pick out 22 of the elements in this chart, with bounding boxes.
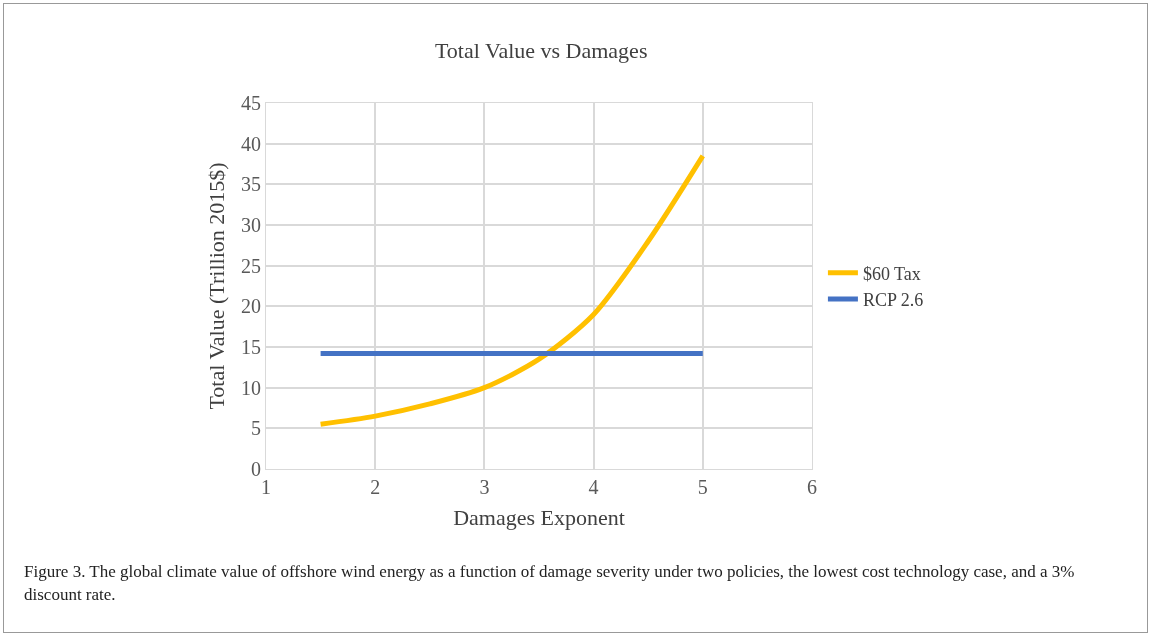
x-tick-label: 1	[261, 476, 271, 498]
legend-label: RCP 2.6	[862, 290, 924, 311]
caption: Figure 3. The global climate value of offshore wind energy as a function of damage severity under two policies, the lowest cost technology case, and a 3% discount rate.	[24, 561, 1076, 606]
y-tick-label: 0	[251, 458, 261, 480]
y-tick-label: 30	[241, 214, 261, 236]
y-axis-title: Total Value (Trillion 2015$)	[203, 162, 229, 410]
x-tick-label: 6	[807, 476, 817, 498]
legend-label: $60 Tax	[862, 263, 921, 284]
x-tick-label: 3	[479, 476, 490, 498]
y-tick-label: 35	[241, 173, 261, 196]
y-tick-label: 40	[241, 132, 261, 155]
y-tick-label: 10	[241, 376, 261, 399]
y-tick-label: 20	[241, 295, 261, 318]
y-tick-label: 45	[241, 92, 261, 114]
x-axis-title: Damages Exponent	[453, 504, 625, 530]
y-tick-label: 15	[241, 336, 261, 358]
x-tick-label: 4	[588, 476, 599, 498]
y-tick-label: 25	[241, 254, 261, 277]
x-tick-label: 5	[697, 476, 708, 498]
x-tick-label: 2	[370, 476, 381, 498]
y-tick-label: 5	[251, 417, 261, 440]
chart-title: Total Value vs Damages	[434, 38, 648, 64]
